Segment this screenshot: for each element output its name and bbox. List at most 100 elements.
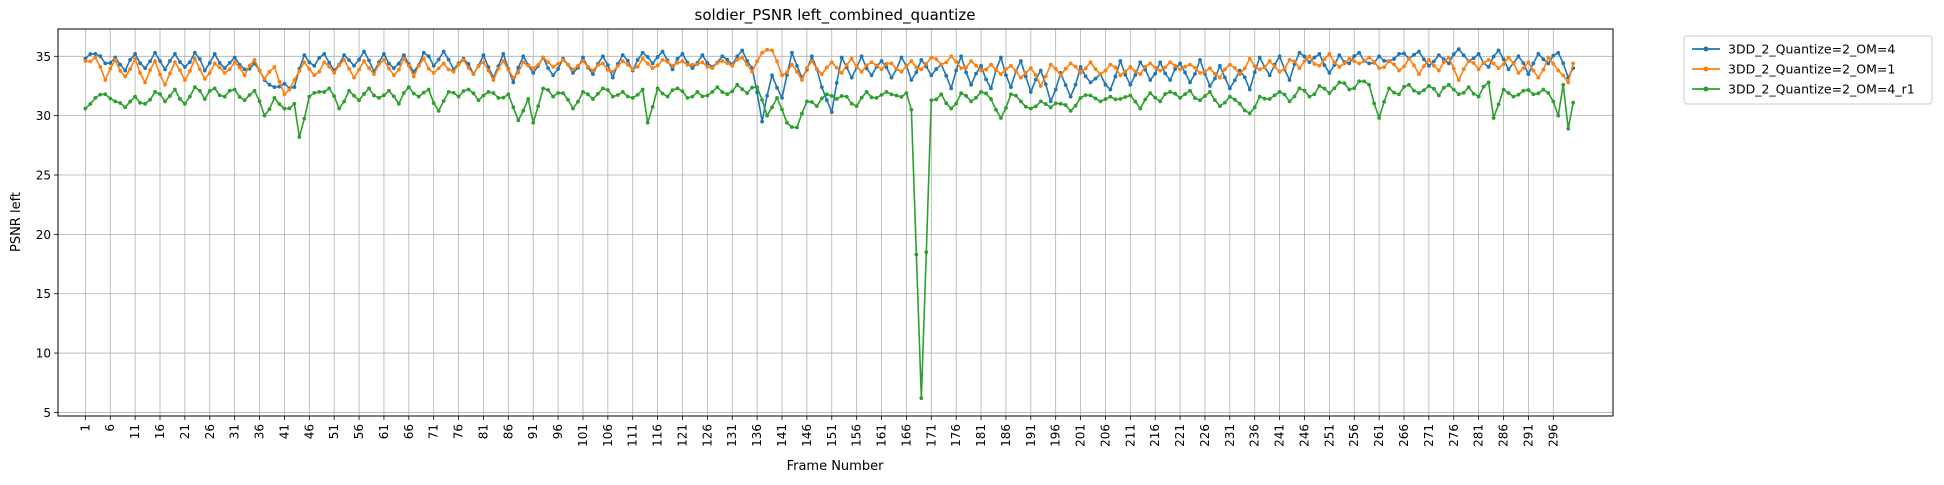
legend-label: 3DD_2_Quantize=2_OM=4_r1 xyxy=(1728,82,1915,97)
data-point xyxy=(1123,95,1128,99)
data-point xyxy=(1307,94,1312,99)
data-point xyxy=(93,52,98,56)
data-point xyxy=(1436,93,1441,98)
data-point xyxy=(1267,97,1272,101)
data-point xyxy=(526,63,531,68)
data-point xyxy=(1372,101,1377,106)
data-point xyxy=(123,105,128,110)
data-point xyxy=(725,92,730,97)
data-point xyxy=(1193,71,1197,76)
data-point xyxy=(1551,99,1556,104)
data-point xyxy=(267,107,272,112)
data-point xyxy=(600,54,605,59)
x-tick-label: 206 xyxy=(1098,424,1112,447)
data-point xyxy=(1322,63,1327,67)
data-point xyxy=(785,120,789,125)
data-point xyxy=(406,63,411,68)
data-point xyxy=(561,57,565,62)
data-point xyxy=(1013,93,1018,98)
data-point xyxy=(1068,94,1073,99)
data-point xyxy=(441,99,446,103)
data-point xyxy=(969,59,973,63)
legend-entry: 3DD_2_Quantize=2_OM=4_r1 xyxy=(1692,82,1915,97)
data-point xyxy=(566,97,570,102)
data-point xyxy=(834,80,839,85)
data-point xyxy=(1536,91,1541,96)
x-tick-label: 101 xyxy=(576,424,590,447)
data-point xyxy=(441,49,446,54)
data-point xyxy=(979,63,983,68)
data-point xyxy=(277,79,282,84)
x-tick-label: 21 xyxy=(178,424,192,439)
data-point xyxy=(1471,56,1476,61)
data-point xyxy=(83,59,88,63)
data-point xyxy=(158,59,162,63)
data-point xyxy=(506,92,511,97)
data-point xyxy=(352,75,356,80)
x-tick-label: 1 xyxy=(78,424,92,432)
data-point xyxy=(1441,60,1446,64)
data-point xyxy=(1178,67,1182,72)
data-point xyxy=(496,66,501,71)
data-point xyxy=(401,91,406,95)
data-point xyxy=(1392,62,1396,67)
data-point xyxy=(680,59,685,63)
data-point xyxy=(1531,92,1536,97)
data-point xyxy=(1496,48,1501,53)
data-point xyxy=(1392,57,1396,61)
data-point xyxy=(88,102,93,106)
data-point xyxy=(1382,58,1386,63)
data-point xyxy=(227,88,232,93)
data-point xyxy=(1208,84,1212,88)
data-point xyxy=(586,92,590,97)
data-point xyxy=(994,67,998,72)
data-point xyxy=(262,113,267,118)
data-point xyxy=(93,55,98,60)
data-point xyxy=(1028,106,1033,111)
data-point xyxy=(1208,66,1212,71)
data-point xyxy=(630,67,635,72)
data-point xyxy=(192,85,197,90)
data-point xyxy=(1218,63,1222,68)
data-point xyxy=(197,88,202,93)
data-point xyxy=(292,101,297,106)
data-point xyxy=(670,88,675,93)
legend-marker xyxy=(1703,46,1709,52)
x-tick-label: 121 xyxy=(675,424,689,447)
data-point xyxy=(103,92,108,97)
data-point xyxy=(362,59,366,63)
y-tick-label: 35 xyxy=(36,50,51,64)
data-point xyxy=(222,71,227,75)
legend-entry: 3DD_2_Quantize=2_OM=4 xyxy=(1692,42,1895,57)
data-point xyxy=(471,72,476,77)
data-point xyxy=(1158,60,1163,65)
x-tick-label: 86 xyxy=(501,424,515,439)
data-point xyxy=(202,68,207,73)
data-point xyxy=(332,94,337,99)
data-point xyxy=(108,66,113,71)
data-point xyxy=(138,71,143,75)
data-point xyxy=(237,95,242,99)
data-point xyxy=(1242,108,1247,113)
data-point xyxy=(546,60,551,65)
data-point xyxy=(1297,86,1302,91)
data-point xyxy=(1342,81,1347,86)
data-point xyxy=(357,57,361,62)
data-point xyxy=(854,104,859,109)
data-point xyxy=(1227,94,1232,99)
data-point xyxy=(620,59,625,63)
data-point xyxy=(347,58,351,63)
y-tick-label: 15 xyxy=(36,287,51,301)
data-point xyxy=(362,92,366,96)
data-point xyxy=(1198,98,1202,103)
data-point xyxy=(605,68,610,72)
data-point xyxy=(859,95,864,100)
data-point xyxy=(969,82,973,87)
data-point xyxy=(605,88,610,92)
data-point xyxy=(1352,59,1357,64)
data-point xyxy=(1267,59,1272,63)
data-point xyxy=(819,96,824,101)
data-point xyxy=(1073,103,1078,108)
data-point xyxy=(1516,71,1521,75)
